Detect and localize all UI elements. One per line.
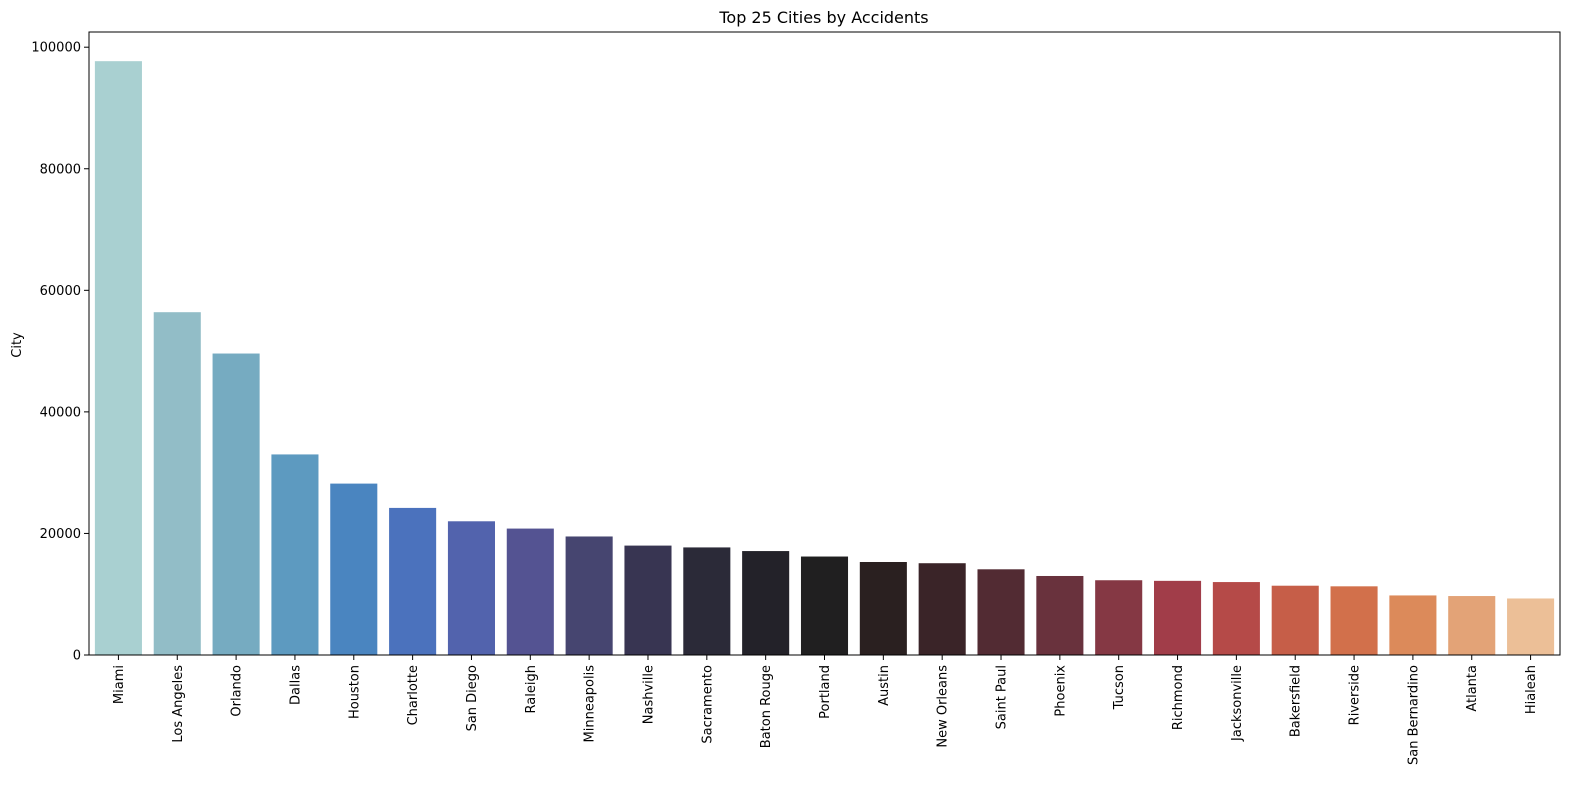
x-tick-label: Riverside [1348, 665, 1363, 725]
bar-houston [330, 483, 378, 655]
x-tick-label: Minneapolis [583, 665, 598, 743]
x-tick-label: Raleigh [524, 665, 539, 713]
y-axis-ticks: 0 20000 40000 60000 80000 100000 [31, 41, 89, 664]
chart-title: Top 25 Cities by Accidents [718, 8, 928, 27]
x-tick-label: Nashville [641, 665, 656, 724]
bar-jacksonville [1212, 582, 1260, 655]
x-tick-label: Baton Rouge [759, 665, 774, 748]
bars-group [94, 61, 1555, 656]
x-tick-label: Miami [112, 665, 127, 704]
bar-charlotte [389, 507, 437, 655]
bar-phoenix [1036, 575, 1084, 655]
x-tick-label: San Bernardino [1406, 665, 1421, 765]
y-axis-label: City [10, 332, 25, 358]
x-tick-label: Tucson [1112, 665, 1127, 710]
bar-tucson [1095, 580, 1143, 655]
bar-san-bernardino [1389, 595, 1437, 655]
bar-portland [800, 556, 849, 655]
bar-baton-rouge [742, 551, 790, 655]
x-tick-label: Austin [877, 665, 892, 706]
bar-raleigh [506, 528, 554, 655]
x-tick-label: Dallas [288, 665, 303, 705]
bar-miami [94, 61, 142, 656]
plot-frame [88, 31, 1561, 656]
bar-san-diego [447, 521, 495, 655]
bar-dallas [271, 454, 319, 655]
y-tick-label: 20000 [40, 527, 81, 542]
x-tick-label: Charlotte [406, 665, 421, 725]
x-tick-label: New Orleans [936, 665, 951, 748]
y-tick-label: 60000 [40, 284, 81, 299]
bar-minneapolis [565, 536, 613, 655]
x-tick-label: Atlanta [1465, 665, 1480, 712]
bar-nashville [624, 545, 672, 655]
x-tick-label: San Diego [465, 665, 480, 731]
x-tick-label: Los Angeles [171, 665, 186, 743]
y-tick-label: 100000 [31, 41, 81, 56]
x-tick-label: Sacramento [700, 665, 715, 744]
bar-saint-paul [977, 569, 1025, 655]
x-tick-label: Jacksonville [1230, 665, 1245, 742]
x-tick-label: Phoenix [1053, 665, 1068, 717]
x-tick-label: Richmond [1171, 665, 1186, 730]
x-tick-label: Portland [818, 665, 833, 719]
bar-austin [859, 562, 907, 655]
x-tick-label: Orlando [230, 665, 245, 717]
y-tick-label: 40000 [40, 405, 81, 420]
bar-los-angeles [153, 312, 201, 655]
bar-hialeah [1507, 598, 1555, 655]
x-tick-label: Houston [347, 665, 362, 719]
x-tick-label: Saint Paul [995, 665, 1010, 729]
bar-richmond [1154, 580, 1202, 655]
x-tick-label: Hialeah [1524, 665, 1539, 714]
x-tick-label: Bakersfield [1289, 665, 1304, 737]
bar-bakersfield [1271, 585, 1319, 655]
bar-sacramento [683, 547, 731, 655]
bar-riverside [1330, 586, 1378, 655]
bar-new-orleans [918, 563, 966, 655]
y-tick-label: 0 [73, 649, 81, 664]
bar-atlanta [1448, 596, 1496, 655]
y-tick-label: 80000 [40, 162, 81, 177]
x-axis-ticks: Miami Los Angeles Orlando Dallas Houston Char… [112, 655, 1539, 765]
bar-orlando [212, 353, 260, 655]
